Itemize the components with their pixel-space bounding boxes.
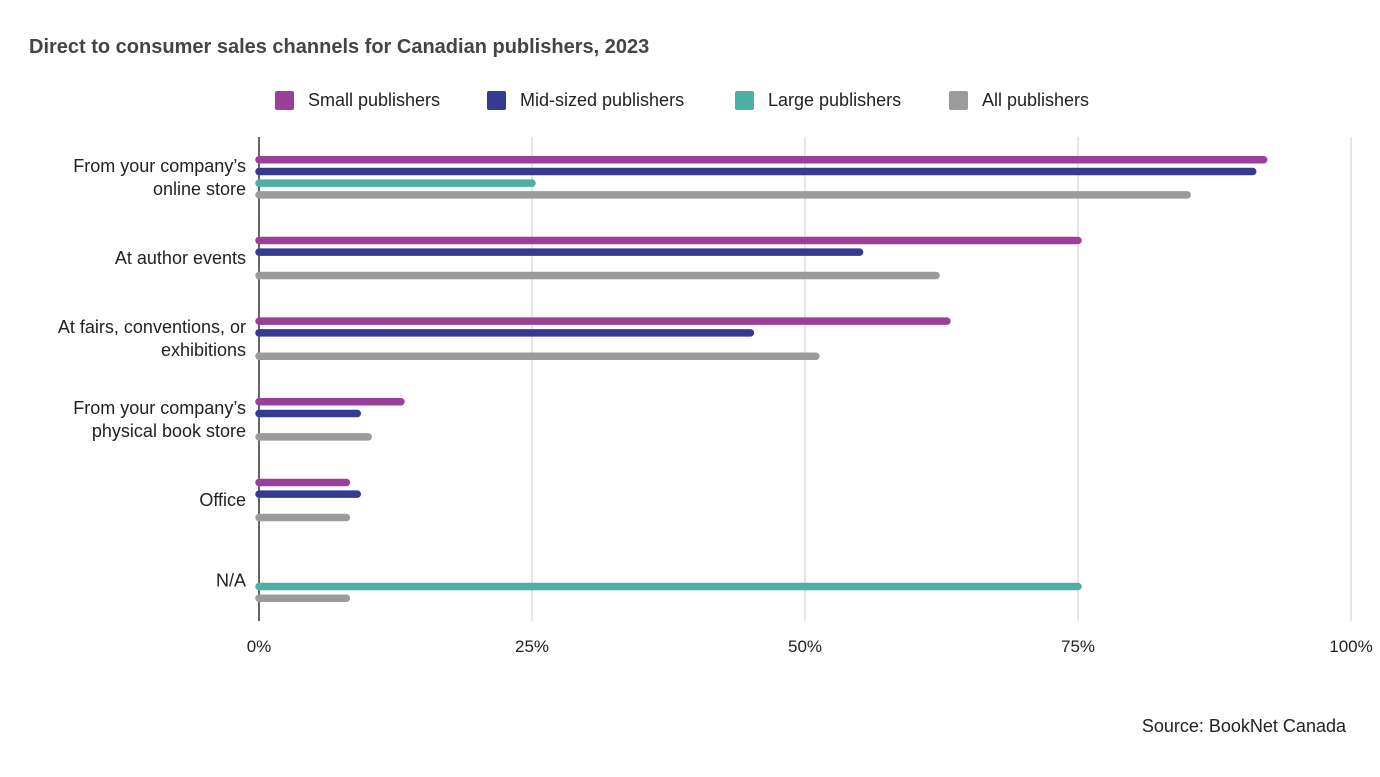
legend-label-mid-sized: Mid-sized publishers bbox=[520, 89, 685, 110]
chart-legend: Small publishers Mid-sized publishers La… bbox=[0, 88, 1380, 112]
legend-item-mid-sized: Mid-sized publishers bbox=[487, 88, 684, 112]
category-label-4-line-1: From your company’s bbox=[73, 398, 246, 418]
legend-swatch-all bbox=[949, 90, 968, 110]
x-tick-label-0: 0% bbox=[247, 637, 272, 656]
category-label-1: From your company’s online store bbox=[73, 156, 246, 199]
legend-label-small: Small publishers bbox=[308, 89, 441, 110]
category-label-4-line-2: physical book store bbox=[92, 421, 246, 441]
category-label-5-line-1: Office bbox=[199, 490, 246, 510]
category-label-6: N/A bbox=[216, 571, 246, 591]
category-label-2: At author events bbox=[115, 248, 246, 268]
legend-label-all: All publishers bbox=[982, 89, 1090, 110]
x-tick-label-1: 25% bbox=[515, 637, 549, 656]
category-label-3-line-1: At fairs, conventions, or bbox=[58, 317, 246, 337]
chart-title: Direct to consumer sales channels for Ca… bbox=[29, 36, 650, 58]
category-label-1-line-1: From your company’s bbox=[73, 156, 246, 176]
legend-swatch-small bbox=[275, 90, 294, 110]
category-label-4: From your company’s physical book store bbox=[73, 398, 246, 441]
x-tick-label-3: 75% bbox=[1061, 637, 1095, 656]
source-note: Source: BookNet Canada bbox=[1141, 716, 1346, 736]
legend-item-large: Large publishers bbox=[735, 88, 901, 112]
category-label-6-line-1: N/A bbox=[216, 571, 246, 591]
legend-item-all: All publishers bbox=[949, 88, 1089, 112]
legend-swatch-mid-sized bbox=[487, 90, 506, 110]
category-label-5: Office bbox=[199, 490, 246, 510]
category-label-3: At fairs, conventions, or exhibitions bbox=[58, 317, 246, 360]
legend-item-small: Small publishers bbox=[275, 88, 440, 112]
x-tick-label-4: 100% bbox=[1329, 637, 1372, 656]
legend-swatch-large bbox=[735, 90, 754, 110]
category-label-2-line-1: At author events bbox=[115, 248, 246, 268]
x-tick-label-2: 50% bbox=[788, 637, 822, 656]
category-label-3-line-2: exhibitions bbox=[161, 340, 246, 360]
legend-label-large: Large publishers bbox=[768, 89, 902, 110]
category-label-1-line-2: online store bbox=[153, 179, 246, 199]
